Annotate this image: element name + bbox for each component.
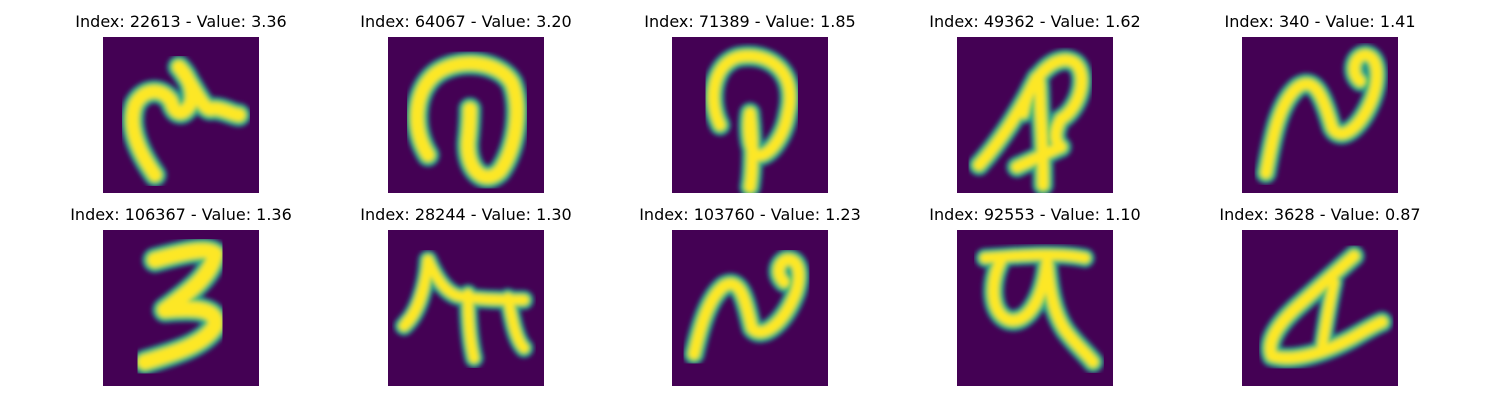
wave-glyph-icon — [683, 248, 810, 365]
glyph-image — [672, 230, 828, 386]
glyph-image — [1242, 230, 1398, 386]
glyph-image — [957, 37, 1113, 193]
glyph-image — [1242, 37, 1398, 193]
glyph-image — [103, 37, 259, 193]
ap-glyph-icon — [968, 49, 1093, 193]
panel-title: Index: 71389 - Value: 1.85 — [644, 12, 856, 31]
panel-title: Index: 106367 - Value: 1.36 — [70, 205, 292, 224]
glyph-image — [103, 230, 259, 386]
panel-title: Index: 3628 - Value: 0.87 — [1219, 205, 1421, 224]
pi-glyph-icon — [394, 250, 534, 368]
loop-glyph-icon — [405, 51, 529, 189]
glyph-image — [672, 37, 828, 193]
triangle-glyph-icon — [1259, 245, 1393, 369]
panel-title: Index: 28244 - Value: 1.30 — [360, 205, 572, 224]
glyph-image — [388, 37, 544, 193]
alpha-glyph-icon — [975, 244, 1104, 373]
panel-title: Index: 49362 - Value: 1.62 — [929, 12, 1141, 31]
hook-glyph-icon — [120, 55, 251, 187]
wave-glyph-icon — [1255, 44, 1388, 184]
panel-title: Index: 92553 - Value: 1.10 — [929, 205, 1141, 224]
panel-title: Index: 64067 - Value: 3.20 — [360, 12, 572, 31]
p-glyph-icon — [702, 45, 801, 193]
panel-title: Index: 22613 - Value: 3.36 — [75, 12, 287, 31]
glyph-image — [388, 230, 544, 386]
panel-title: Index: 103760 - Value: 1.23 — [639, 205, 861, 224]
glyph-image — [957, 230, 1113, 386]
three-glyph-icon — [132, 237, 229, 375]
panel-title: Index: 340 - Value: 1.41 — [1224, 12, 1416, 31]
